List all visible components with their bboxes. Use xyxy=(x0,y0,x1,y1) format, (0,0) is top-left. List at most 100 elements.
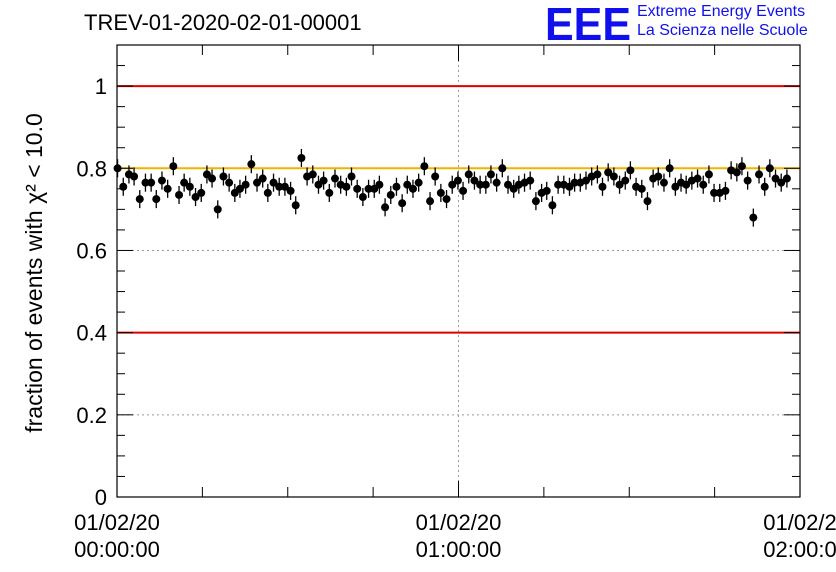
data-point xyxy=(197,188,206,197)
data-point xyxy=(119,182,128,191)
data-point xyxy=(347,172,356,181)
data-point xyxy=(247,160,256,169)
data-point xyxy=(526,176,535,185)
data-point xyxy=(169,162,178,171)
data-point xyxy=(403,180,412,189)
data-point xyxy=(308,170,317,179)
data-point xyxy=(693,174,702,183)
logo-subtitle-2: La Scienza nelle Scuole xyxy=(637,22,808,39)
data-point xyxy=(637,184,646,193)
data-point xyxy=(219,172,228,181)
data-point xyxy=(665,164,674,173)
data-point xyxy=(431,172,440,181)
data-point xyxy=(319,176,328,185)
data-point xyxy=(570,178,579,187)
data-point xyxy=(163,184,172,193)
axes xyxy=(116,44,801,498)
data-point xyxy=(765,164,774,173)
data-point xyxy=(420,162,429,171)
data-point xyxy=(253,178,262,187)
data-point xyxy=(330,174,339,183)
data-point xyxy=(241,180,250,189)
data-point xyxy=(659,178,668,187)
data-point xyxy=(280,182,289,191)
data-point xyxy=(175,190,184,199)
x-tick-label-date: 01/02/20 xyxy=(416,510,502,535)
data-point xyxy=(152,195,161,204)
data-point xyxy=(721,186,730,195)
data-point xyxy=(325,188,334,197)
data-point xyxy=(470,176,479,185)
grid-layer xyxy=(117,45,800,497)
data-point xyxy=(398,199,407,208)
data-point xyxy=(504,180,513,189)
data-point xyxy=(392,182,401,191)
eee-logo: EEE xyxy=(545,0,631,44)
data-point xyxy=(732,168,741,177)
axis-labels: 00.20.40.60.8101/02/2000:00:0001/02/2001… xyxy=(21,74,836,562)
data-point xyxy=(743,176,752,185)
data-point xyxy=(464,170,473,179)
data-point xyxy=(554,180,563,189)
data-point xyxy=(185,182,194,191)
data-point xyxy=(682,180,691,189)
data-point xyxy=(180,178,189,187)
data-point xyxy=(492,178,501,187)
data-point xyxy=(654,172,663,181)
data-point xyxy=(755,170,764,179)
x-tick-label-date: 01/02/2 xyxy=(763,510,836,535)
y-tick-label: 0.2 xyxy=(76,403,107,428)
data-point xyxy=(291,201,300,210)
x-tick-label-date: 01/02/20 xyxy=(74,510,160,535)
data-point xyxy=(777,178,786,187)
data-point xyxy=(353,184,362,193)
data-point xyxy=(147,178,156,187)
data-point xyxy=(364,184,373,193)
data-point xyxy=(113,164,122,173)
data-point xyxy=(459,186,468,195)
data-point xyxy=(426,197,435,206)
data-point xyxy=(258,174,267,183)
data-point xyxy=(297,154,306,162)
data-point xyxy=(135,195,144,204)
logo-subtitle-1: Extreme Energy Events xyxy=(637,3,806,20)
y-tick-label: 0 xyxy=(95,485,107,510)
y-tick-label: 1 xyxy=(95,74,107,99)
data-point xyxy=(542,186,551,195)
data-point xyxy=(710,188,719,197)
data-point xyxy=(208,174,217,183)
data-point xyxy=(598,182,607,191)
y-tick-label: 0.4 xyxy=(76,321,107,346)
data-point xyxy=(643,197,652,206)
data-point xyxy=(358,193,367,202)
y-tick-label: 0.8 xyxy=(76,156,107,181)
data-point xyxy=(141,178,150,187)
data-point xyxy=(581,176,590,185)
chart-title: TREV-01-2020-02-01-00001 xyxy=(84,10,362,35)
data-point xyxy=(263,188,272,197)
y-axis-label: fraction of events with χ² < 10.0 xyxy=(21,113,47,433)
eee-logo-text: EEE xyxy=(545,0,631,44)
data-point xyxy=(269,178,278,187)
data-point xyxy=(737,162,746,171)
data-point xyxy=(782,174,791,183)
data-point xyxy=(771,174,780,183)
data-point xyxy=(604,168,613,177)
data-point xyxy=(671,182,680,191)
data-point xyxy=(130,172,139,181)
data-point xyxy=(157,176,166,185)
data-point xyxy=(699,180,708,189)
data-point xyxy=(626,166,635,175)
data-point xyxy=(191,193,200,202)
data-point xyxy=(286,186,295,195)
data-point xyxy=(436,188,445,197)
data-point xyxy=(381,203,390,212)
data-point xyxy=(548,201,557,210)
data-point xyxy=(749,213,758,222)
x-tick-label-time: 01:00:00 xyxy=(416,537,502,562)
data-point xyxy=(621,176,630,185)
x-tick-label-time: 00:00:00 xyxy=(74,537,160,562)
data-point xyxy=(342,182,351,191)
